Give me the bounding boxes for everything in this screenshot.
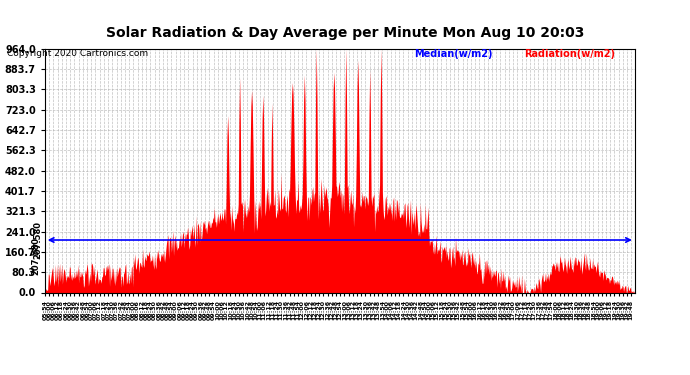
Text: Radiation(w/m2): Radiation(w/m2) bbox=[524, 49, 615, 59]
Text: 207.580: 207.580 bbox=[33, 221, 42, 259]
Text: Median(w/m2): Median(w/m2) bbox=[414, 49, 493, 59]
Text: Copyright 2020 Cartronics.com: Copyright 2020 Cartronics.com bbox=[7, 49, 148, 58]
Text: Solar Radiation & Day Average per Minute Mon Aug 10 20:03: Solar Radiation & Day Average per Minute… bbox=[106, 26, 584, 40]
